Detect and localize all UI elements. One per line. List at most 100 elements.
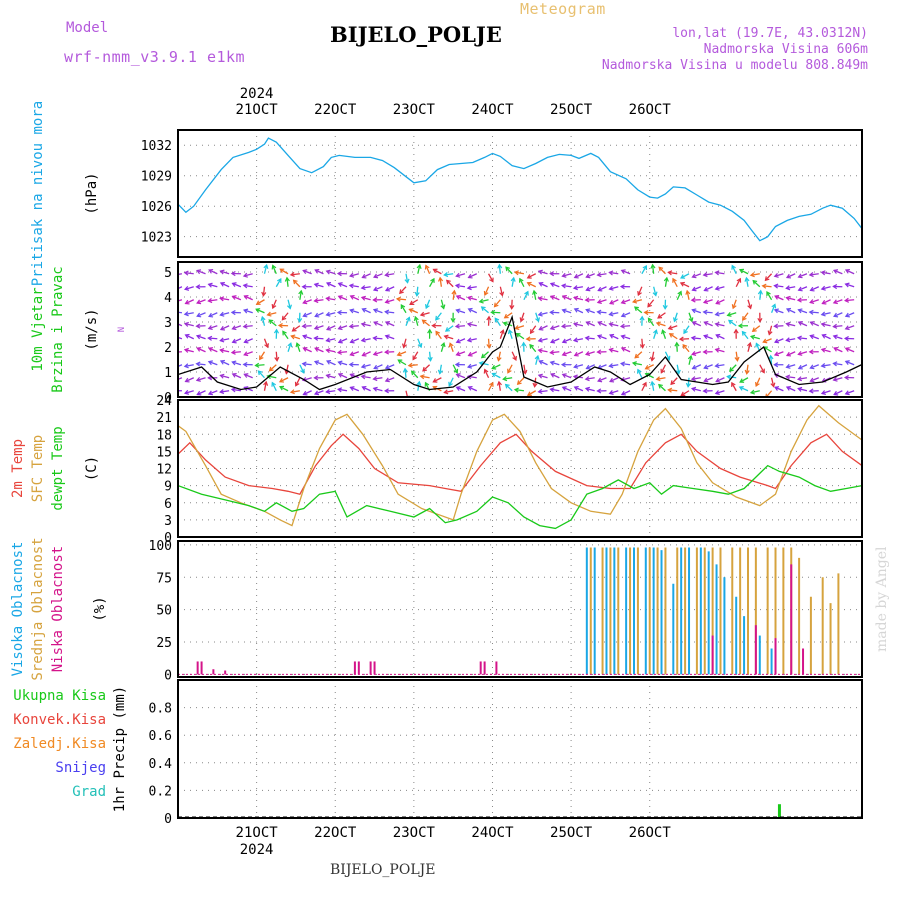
wind-arrow bbox=[349, 325, 359, 328]
wind-arrow-head bbox=[467, 351, 473, 357]
wind-arrow-head bbox=[444, 327, 450, 332]
wind-arrow bbox=[538, 349, 548, 353]
wind-arrow-head bbox=[243, 338, 249, 344]
wind-arrow bbox=[609, 364, 619, 367]
wind-arrow-head bbox=[395, 296, 401, 302]
wind-arrow-head bbox=[833, 390, 839, 396]
wind-arrow-head bbox=[747, 304, 753, 310]
wind-arrow bbox=[786, 351, 796, 357]
wind-arrow bbox=[255, 308, 265, 314]
wind-arrow-head bbox=[702, 272, 708, 278]
wind-arrow-head bbox=[208, 268, 214, 274]
wind-arrow bbox=[759, 290, 762, 300]
wind-arrow-head bbox=[608, 390, 614, 395]
wind-arrow-head bbox=[360, 337, 366, 343]
wind-arrow-head bbox=[715, 299, 721, 305]
wind-arrow-head bbox=[384, 321, 391, 326]
wind-arrow-head bbox=[195, 376, 201, 382]
wind-arrow-head bbox=[451, 289, 457, 295]
wind-arrow bbox=[735, 351, 739, 361]
wind-arrow bbox=[585, 387, 595, 392]
wind-arrow-head bbox=[585, 286, 591, 292]
wind-arrow bbox=[267, 312, 277, 316]
wind-arrow bbox=[271, 382, 277, 392]
wind-arrow-head bbox=[584, 335, 590, 341]
wind-arrow bbox=[220, 349, 230, 353]
wind-arrow-head bbox=[660, 368, 666, 374]
wind-arrow-head bbox=[597, 286, 603, 292]
wind-arrow bbox=[373, 309, 383, 314]
wind-arrow-head bbox=[844, 325, 850, 331]
wind-arrow bbox=[798, 273, 808, 278]
wind-arrow-head bbox=[437, 369, 443, 375]
wind-arrow-head bbox=[572, 321, 579, 327]
wind-arrow-head bbox=[596, 334, 603, 340]
wind-arrow-head bbox=[337, 338, 343, 344]
wind-arrow bbox=[178, 377, 183, 380]
wind-arrow-head bbox=[467, 307, 473, 313]
wind-arrow-head bbox=[809, 334, 815, 340]
wind-arrow-head bbox=[325, 348, 331, 354]
wind-arrow-head bbox=[844, 268, 850, 274]
wind-arrow bbox=[416, 286, 419, 296]
wind-arrow bbox=[185, 334, 194, 340]
wind-arrow bbox=[821, 271, 831, 275]
panel-wind: 0 1 2 3 4 5 10m Vjetar Brzina i Pravac (m/s) N bbox=[30, 261, 863, 406]
wind-arrow bbox=[494, 299, 501, 308]
wind-arrow-head bbox=[667, 387, 673, 393]
wind-arrow-head bbox=[337, 372, 343, 378]
wind-arrow bbox=[417, 264, 421, 274]
wind-arrow bbox=[255, 364, 265, 367]
wind-arrow bbox=[822, 377, 831, 383]
wind-arrow-head bbox=[435, 330, 441, 336]
wind-arrow bbox=[845, 360, 855, 366]
wind-arrow bbox=[822, 299, 831, 305]
wind-arrow-head bbox=[361, 351, 367, 357]
wind-arrow bbox=[293, 279, 301, 288]
wind-arrow bbox=[703, 299, 713, 304]
wind-arrow-head bbox=[561, 338, 567, 344]
wind-arrow bbox=[562, 273, 572, 277]
wind-arrow-head bbox=[384, 309, 390, 315]
wind-arrow-head bbox=[195, 334, 202, 340]
wind-arrow-head bbox=[632, 298, 638, 304]
wind-arrow bbox=[833, 377, 843, 381]
wind-arrow-head bbox=[796, 376, 803, 382]
wind-arrow-head bbox=[414, 291, 420, 297]
wind-arrow-head bbox=[455, 373, 461, 378]
wind-arrow-head bbox=[509, 304, 515, 310]
wind-arrow-head bbox=[691, 364, 697, 370]
wind-arrow bbox=[703, 335, 713, 340]
wind-arrow-head bbox=[174, 365, 178, 369]
series-line-brzina bbox=[178, 314, 862, 391]
wind-arrow bbox=[682, 344, 690, 353]
wind-arrow-head bbox=[372, 386, 378, 392]
wind-arrow bbox=[641, 338, 644, 348]
wind-arrow bbox=[385, 311, 395, 314]
wind-arrow-head bbox=[549, 360, 555, 366]
wind-arrow-head bbox=[634, 353, 640, 359]
wind-arrow bbox=[704, 286, 713, 292]
wind-arrow bbox=[507, 364, 513, 374]
wind-arrow bbox=[810, 334, 819, 340]
wind-arrow-head bbox=[372, 297, 378, 303]
wind-arrow bbox=[692, 286, 702, 291]
wind-arrow bbox=[405, 390, 409, 397]
wind-arrow-head bbox=[260, 315, 266, 322]
wind-arrow bbox=[651, 351, 655, 361]
wind-arrow bbox=[664, 351, 670, 361]
wind-arrow-head bbox=[507, 368, 512, 374]
wind-arrow bbox=[433, 268, 442, 275]
wind-arrow-head bbox=[407, 362, 413, 368]
wind-arrow bbox=[244, 386, 253, 392]
wind-arrow bbox=[373, 321, 383, 327]
product-label: Meteogram bbox=[520, 0, 606, 18]
wind-arrow-head bbox=[440, 342, 446, 348]
wind-arrow bbox=[314, 325, 324, 330]
panel-frame bbox=[177, 540, 863, 678]
panel-label-1: Brzina i Pravac bbox=[50, 266, 66, 392]
wind-arrow bbox=[810, 364, 819, 369]
wind-arrow-head bbox=[424, 304, 430, 310]
wind-arrow-head bbox=[809, 286, 815, 292]
wind-arrow-head bbox=[687, 354, 693, 360]
